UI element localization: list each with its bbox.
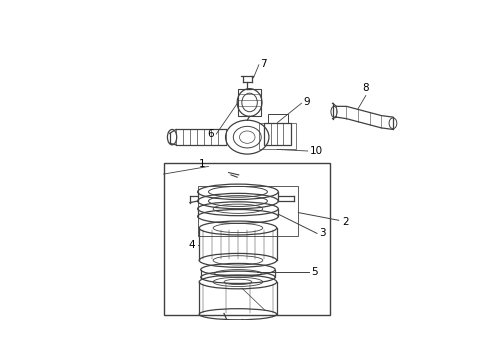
Text: 1: 1	[199, 159, 205, 169]
Bar	[268, 114, 288, 123]
Text: 8: 8	[363, 83, 369, 93]
Bar	[197, 186, 298, 236]
Bar	[259, 122, 296, 149]
Text: 10: 10	[310, 146, 323, 156]
Text: 5: 5	[312, 267, 318, 277]
Text: 2: 2	[343, 217, 349, 227]
Text: 6: 6	[207, 129, 214, 139]
Bar	[164, 163, 330, 315]
Text: 3: 3	[319, 228, 326, 238]
Text: 4: 4	[189, 240, 196, 250]
Bar	[264, 123, 292, 145]
Text: 7: 7	[260, 59, 267, 69]
Text: 9: 9	[303, 97, 310, 107]
Bar	[238, 89, 261, 116]
